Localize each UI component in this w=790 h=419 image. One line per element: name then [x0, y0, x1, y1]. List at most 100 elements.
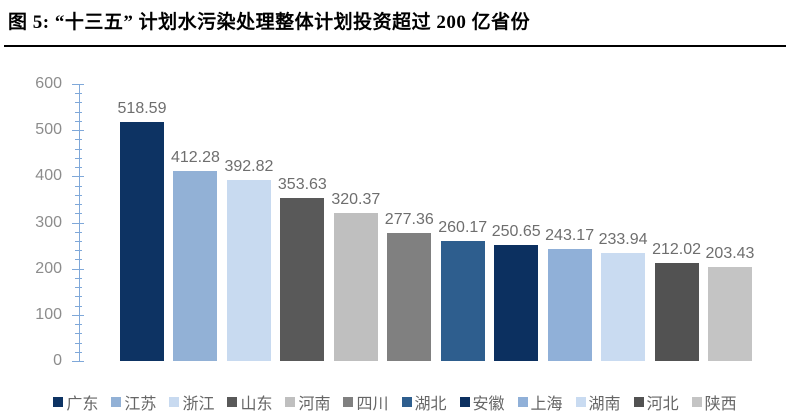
bar-value-label: 392.82: [224, 157, 274, 175]
y-minor-tick: [75, 195, 82, 196]
bar-value-label: 353.63: [277, 175, 327, 193]
bar-value-label: 320.37: [331, 191, 381, 209]
y-major-tick: [72, 223, 84, 224]
bar-value-label: 518.59: [117, 99, 167, 117]
legend-swatch: [459, 397, 470, 407]
legend-swatch: [633, 397, 644, 407]
y-minor-tick: [75, 306, 82, 307]
y-minor-tick: [75, 333, 82, 334]
legend-label: 广东: [66, 396, 99, 413]
y-minor-tick: [75, 287, 82, 288]
legend-swatch: [169, 397, 180, 407]
legend-swatch: [691, 397, 702, 407]
legend-label: 河北: [646, 396, 679, 413]
legend: 广东 江苏 浙江 山东 河南 四川 湖北 安徽 上海 湖南 河北 陕西: [0, 390, 790, 414]
legend-label: 河南: [298, 396, 331, 413]
y-major-tick: [72, 130, 84, 131]
legend-item: 河南: [285, 390, 330, 414]
y-minor-tick: [75, 241, 82, 242]
y-minor-tick: [75, 121, 82, 122]
bar-value-label: 203.43: [705, 245, 755, 263]
legend-item: 广东: [53, 390, 98, 414]
y-minor-tick: [75, 139, 82, 140]
title-divider: [4, 45, 786, 47]
bar: 203.43: [706, 245, 754, 361]
legend-swatch: [517, 397, 528, 407]
legend-label: 湖南: [588, 396, 621, 413]
y-major-tick: [72, 361, 84, 362]
legend-label: 江苏: [124, 396, 157, 413]
y-major-tick: [72, 315, 84, 316]
y-minor-tick: [75, 296, 82, 297]
y-major-tick: [72, 176, 84, 177]
bar-value-label: 260.17: [438, 218, 488, 236]
legend-item: 安徽: [459, 390, 505, 414]
bar: 353.63: [278, 176, 327, 361]
bar: 250.65: [492, 223, 541, 361]
y-minor-tick: [75, 102, 82, 103]
legend-swatch: [401, 397, 412, 407]
legend-item: 浙江: [169, 390, 214, 414]
legend-item: 四川: [343, 390, 389, 414]
legend-label: 湖北: [414, 396, 447, 413]
y-minor-tick: [75, 232, 82, 233]
y-tick-label: 200: [35, 260, 62, 277]
y-minor-tick: [75, 149, 82, 150]
y-minor-tick: [75, 93, 82, 94]
bar: 392.82: [224, 158, 273, 361]
y-minor-tick: [75, 204, 82, 205]
y-tick-label: 300: [35, 214, 62, 231]
plot-area: 518.59 412.28 392.82 353.63 320.37 277.36 260.…: [118, 84, 754, 361]
y-minor-tick: [75, 324, 82, 325]
y-tick-label: 100: [35, 306, 62, 323]
legend-label: 浙江: [182, 396, 215, 413]
figure-title: 图 5: “十三五” 计划水污染处理整体计划投资超过 200 亿省份: [8, 12, 531, 33]
legend-item: 上海: [517, 390, 563, 414]
y-minor-tick: [75, 352, 82, 353]
bar: 212.02: [652, 241, 701, 361]
legend-swatch: [111, 397, 122, 407]
bar-value-label: 277.36: [384, 211, 434, 228]
bar: 518.59: [118, 100, 166, 361]
y-major-tick: [72, 269, 84, 270]
bar-value-label: 412.28: [170, 148, 220, 166]
legend-item: 湖南: [575, 390, 621, 414]
bar: 243.17: [545, 227, 594, 361]
y-minor-tick: [75, 158, 82, 159]
y-minor-tick: [75, 259, 82, 260]
legend-swatch: [575, 397, 586, 407]
legend-swatch: [53, 397, 64, 407]
legend-swatch: [343, 397, 354, 407]
bar-value-label: 243.17: [545, 226, 595, 244]
bar: 233.94: [599, 231, 648, 361]
y-minor-tick: [75, 167, 82, 168]
bar: 320.37: [331, 191, 380, 361]
y-minor-tick: [75, 186, 82, 187]
y-minor-tick: [75, 278, 82, 279]
bar: 277.36: [385, 211, 434, 361]
y-tick-label: 0: [53, 352, 62, 369]
legend-label: 上海: [530, 396, 563, 413]
legend-item: 江苏: [111, 390, 156, 414]
legend-item: 湖北: [401, 390, 447, 414]
y-major-tick: [72, 84, 84, 85]
y-tick-label: 600: [35, 75, 62, 92]
y-minor-tick: [75, 112, 82, 113]
bar-value-label: 212.02: [652, 241, 701, 259]
legend-item: 河北: [633, 390, 679, 414]
bar: 260.17: [438, 219, 487, 361]
y-minor-tick: [75, 343, 82, 344]
legend-label: 四川: [356, 396, 389, 413]
legend-swatch: [285, 397, 296, 407]
bar: 412.28: [171, 149, 220, 361]
bar-value-label: 250.65: [491, 223, 541, 241]
legend-label: 陕西: [704, 396, 737, 413]
legend-label: 山东: [240, 396, 273, 413]
y-minor-tick: [75, 213, 82, 214]
y-tick-label: 400: [35, 167, 62, 184]
legend-item: 山东: [227, 390, 272, 414]
legend-swatch: [227, 397, 238, 407]
bar-value-label: 233.94: [598, 231, 648, 248]
